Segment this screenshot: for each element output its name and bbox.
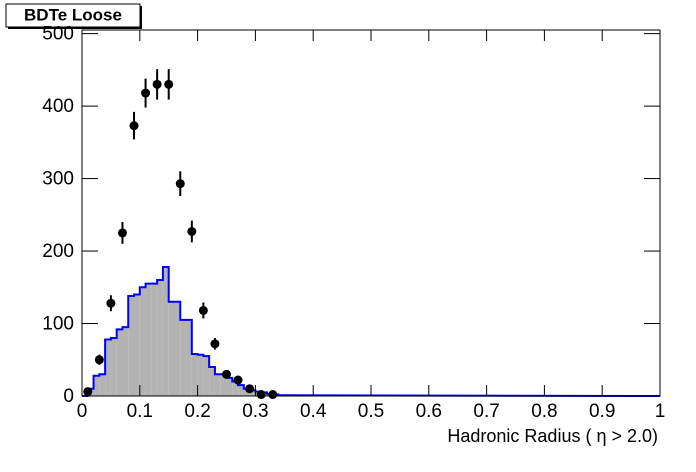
y-tick-label: 100 [42, 314, 74, 335]
histogram-bar [93, 375, 100, 396]
data-point [222, 369, 231, 379]
x-tick-label: 0.8 [531, 401, 557, 422]
title-box-shadow [8, 27, 142, 29]
histogram-bar [220, 374, 227, 396]
histogram-bar [151, 283, 158, 396]
histogram-bar [214, 374, 221, 396]
data-point [152, 79, 162, 89]
x-tick-label: 0.5 [358, 401, 384, 422]
histogram-bar [249, 390, 256, 396]
data-point [256, 390, 266, 400]
data-point [129, 121, 139, 131]
histogram-bar [226, 377, 233, 396]
histogram-bar [238, 385, 244, 396]
data-point [94, 355, 104, 365]
x-tick-label: 0.2 [184, 401, 210, 422]
x-tick-label: 0.9 [589, 401, 615, 422]
histogram-bar [99, 374, 106, 396]
histogram-bar [203, 356, 210, 396]
histogram-bar [243, 388, 250, 396]
data-point [198, 305, 208, 315]
histogram-bar [128, 295, 135, 396]
data-point [233, 375, 243, 385]
data-point [245, 384, 255, 394]
x-tick-label: 0 [77, 401, 88, 422]
data-point [268, 390, 278, 400]
histogram-bar [122, 327, 129, 396]
histogram-bar [105, 339, 111, 396]
x-tick-label: 0.3 [242, 401, 268, 422]
histogram-bar [145, 283, 152, 396]
histogram-bar [168, 301, 175, 396]
histogram-bar [116, 329, 123, 396]
data-point [210, 339, 220, 349]
y-tick-label: 0 [63, 386, 74, 407]
x-axis-label: Hadronic Radius ( η > 2.0) [447, 426, 658, 446]
histogram-bar [110, 338, 117, 396]
histogram-bar [180, 319, 187, 396]
data-point [187, 226, 197, 236]
x-tick-label: 0.4 [300, 401, 327, 422]
y-tick-label: 400 [42, 96, 74, 117]
title-box-shadow [140, 6, 142, 29]
x-tick-label: 0.1 [127, 401, 153, 422]
x-tick-label: 0.7 [473, 401, 499, 422]
y-tick-label: 500 [42, 24, 74, 45]
data-point [141, 88, 151, 98]
y-tick-label: 300 [42, 169, 74, 190]
plot-area [82, 69, 661, 400]
x-tick-label: 1 [655, 401, 666, 422]
histogram-bar [174, 301, 181, 396]
histogram-bar [232, 381, 239, 396]
histogram-bar [162, 266, 169, 396]
data-point [117, 228, 127, 238]
histogram-bar [139, 287, 146, 396]
data-point [175, 179, 185, 189]
chart-title: BDTe Loose [24, 5, 122, 24]
histogram-bar [209, 367, 215, 396]
histogram-bar [197, 354, 204, 396]
histogram-bar [157, 280, 163, 396]
x-tick-label: 0.6 [416, 401, 442, 422]
data-point [106, 298, 116, 308]
histogram-bar [134, 294, 140, 396]
histogram-bar [191, 353, 198, 396]
histogram-bar [186, 319, 192, 396]
data-point [164, 79, 174, 89]
y-tick-label: 200 [42, 241, 74, 262]
data-point [83, 387, 93, 397]
